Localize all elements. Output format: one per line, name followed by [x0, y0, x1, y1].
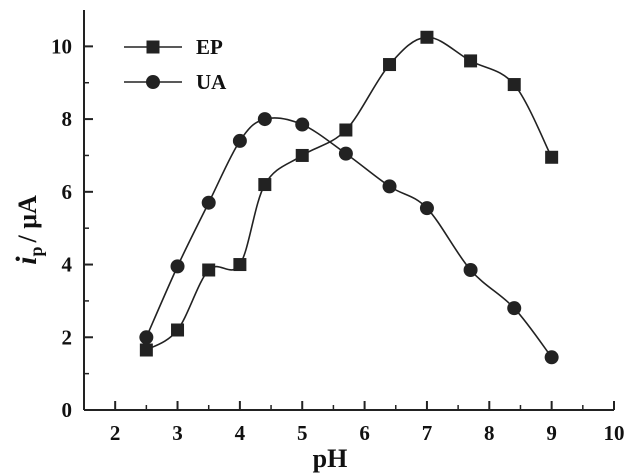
- y-tick-label: 10: [51, 34, 72, 58]
- ep-data-point: [420, 30, 434, 44]
- x-ticks: 2 3 4 5 6 7 8 9 10: [110, 401, 625, 445]
- ep-data-point: [202, 263, 216, 277]
- x-tick-label: 7: [422, 421, 433, 445]
- x-tick-label: 10: [604, 421, 625, 445]
- ep-data-point: [171, 323, 185, 337]
- ua-data-point: [544, 350, 559, 365]
- x-axis-title: pH: [313, 444, 348, 473]
- y-ticks: 0 2 4 6 8 10: [51, 34, 93, 422]
- y-tick-label: 0: [62, 398, 73, 422]
- y-tick-label: 2: [62, 325, 73, 349]
- axes: [83, 10, 614, 411]
- ep-data-point: [233, 258, 247, 272]
- ua-data-point: [507, 301, 522, 316]
- x-tick-label: 6: [359, 421, 370, 445]
- ua-data-point: [463, 263, 478, 277]
- ua-data-point: [419, 201, 434, 216]
- y-tick-label: 8: [62, 107, 73, 131]
- x-tick-label: 2: [110, 421, 121, 445]
- y-axis-title-unit: / μA: [13, 195, 42, 243]
- legend-ua-label: UA: [196, 70, 227, 94]
- y-tick-label: 6: [62, 180, 73, 204]
- y-axis-title-symbol: i: [10, 256, 43, 265]
- x-tick-label: 8: [484, 421, 495, 445]
- y-axis-title-subscript: p: [26, 246, 46, 256]
- y-tick-label: 4: [62, 253, 73, 277]
- ua-data-point: [232, 133, 247, 148]
- x-tick-label: 4: [235, 421, 246, 445]
- ua-data-point: [201, 195, 216, 210]
- ua-data-point: [257, 112, 272, 127]
- ua-data-point: [382, 179, 397, 194]
- ua-data-point: [295, 117, 310, 132]
- y-axis-title: ip / μA: [10, 195, 46, 265]
- x-tick-label: 3: [172, 421, 183, 445]
- ua-data-point: [170, 259, 185, 274]
- ep-data-point: [295, 148, 309, 162]
- legend-ep-marker: [146, 40, 160, 54]
- x-tick-label: 9: [546, 421, 557, 445]
- ep-data-point: [139, 343, 153, 357]
- ep-data-point: [339, 123, 353, 137]
- legend-ua-marker: [146, 75, 160, 89]
- ep-data-point: [258, 178, 272, 192]
- ua-data-point: [139, 330, 154, 345]
- ua-data-point: [338, 146, 353, 161]
- legend-ep-label: EP: [196, 35, 223, 59]
- ep-data-point: [507, 78, 521, 92]
- legend: EP UA: [124, 35, 227, 94]
- x-tick-label: 5: [297, 421, 308, 445]
- ep-data-point: [464, 54, 478, 68]
- ep-data-point: [545, 150, 559, 164]
- series-markers: [139, 30, 559, 365]
- ep-data-point: [383, 58, 397, 72]
